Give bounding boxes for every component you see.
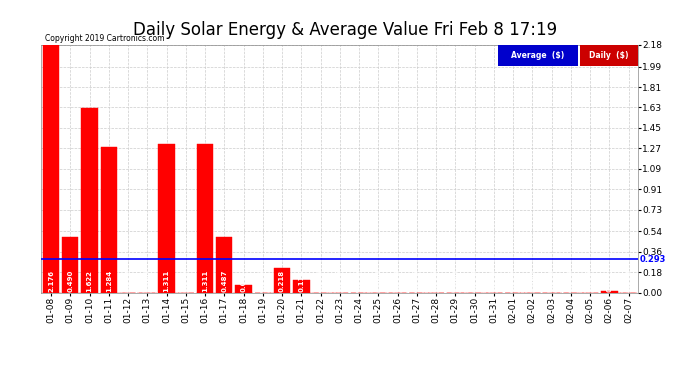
Text: 0.000: 0.000: [414, 270, 420, 292]
Text: 1.311: 1.311: [202, 270, 208, 292]
Text: 0.490: 0.490: [68, 270, 73, 292]
Text: 0.000: 0.000: [587, 270, 593, 292]
Text: 0.000: 0.000: [510, 270, 516, 292]
Text: 1.284: 1.284: [106, 270, 112, 292]
Text: 0.012: 0.012: [607, 270, 612, 292]
Text: Copyright 2019 Cartronics.com: Copyright 2019 Cartronics.com: [45, 34, 164, 43]
Text: Average  ($): Average ($): [511, 51, 564, 60]
Text: 0.000: 0.000: [529, 270, 535, 292]
Text: 0.000: 0.000: [144, 270, 150, 292]
Text: 0.000: 0.000: [626, 270, 631, 292]
Text: 0.487: 0.487: [221, 270, 227, 292]
Text: 0.000: 0.000: [453, 270, 458, 292]
Bar: [62, 237, 79, 292]
Bar: [197, 144, 213, 292]
Text: 0.293: 0.293: [640, 255, 666, 264]
Text: 0.000: 0.000: [568, 270, 574, 292]
Bar: [43, 45, 59, 292]
Bar: [601, 291, 618, 292]
Bar: [81, 108, 98, 292]
Bar: [274, 268, 290, 292]
Bar: [216, 237, 233, 292]
Bar: [101, 147, 117, 292]
Text: 2.176: 2.176: [48, 270, 54, 292]
Text: 0.114: 0.114: [298, 270, 304, 292]
Bar: [159, 144, 175, 292]
Text: 0.000: 0.000: [183, 270, 189, 292]
Text: 0.000: 0.000: [375, 270, 382, 292]
Text: 0.000: 0.000: [395, 270, 401, 292]
Text: 0.000: 0.000: [260, 270, 266, 292]
Text: 1.622: 1.622: [86, 270, 92, 292]
Text: Daily  ($): Daily ($): [589, 51, 629, 60]
Bar: [235, 285, 252, 292]
Text: 0.218: 0.218: [279, 270, 285, 292]
Text: 0.000: 0.000: [125, 270, 131, 292]
Text: 0.000: 0.000: [491, 270, 497, 292]
Text: 0.000: 0.000: [433, 270, 439, 292]
Bar: [293, 279, 310, 292]
Text: 0.000: 0.000: [356, 270, 362, 292]
Text: 0.000: 0.000: [549, 270, 555, 292]
Text: 0.000: 0.000: [471, 270, 477, 292]
Text: 0.065: 0.065: [241, 270, 246, 292]
Text: 0.000: 0.000: [337, 270, 343, 292]
Text: 0.000: 0.000: [317, 270, 324, 292]
Text: Daily Solar Energy & Average Value Fri Feb 8 17:19: Daily Solar Energy & Average Value Fri F…: [133, 21, 557, 39]
Text: 1.311: 1.311: [164, 270, 170, 292]
